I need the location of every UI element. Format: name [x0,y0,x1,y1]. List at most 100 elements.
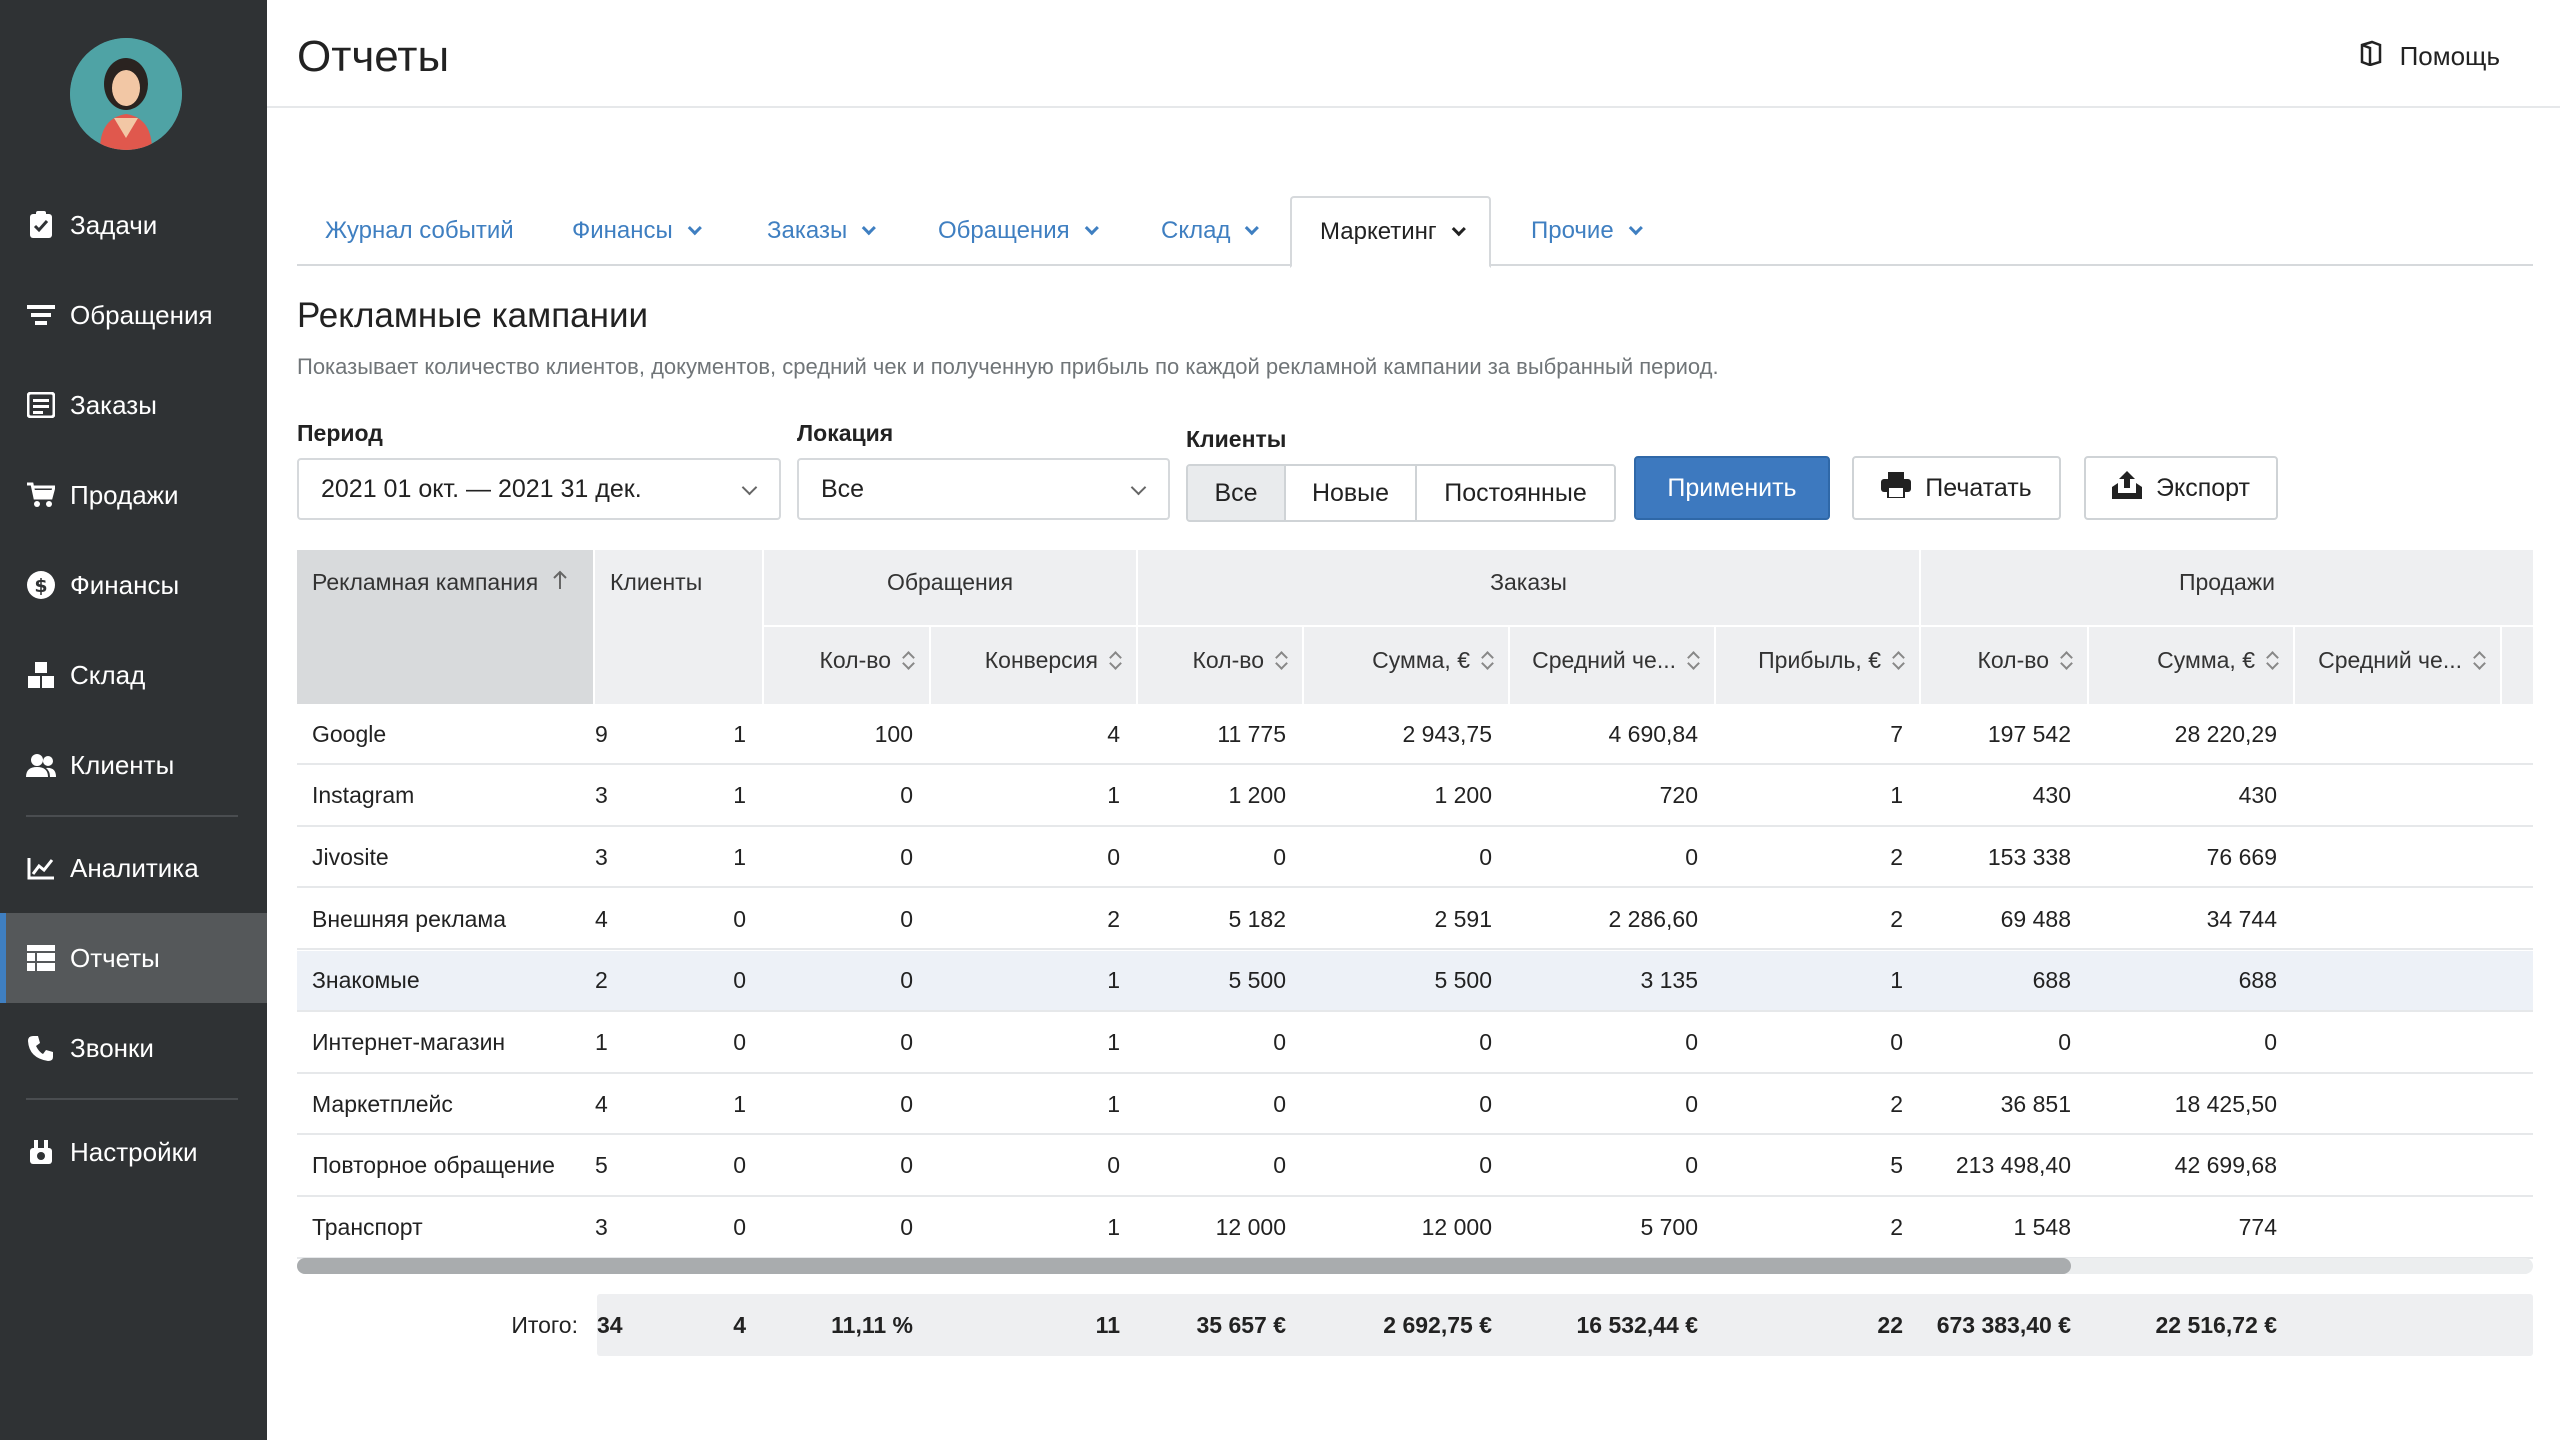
table-cell: 0 [1685,1152,1698,1179]
column-header-appeals-conversion[interactable]: Конверсия [931,640,1136,680]
table-row[interactable]: Внешняя реклама 4 0 0 2 5 182 2 591 2 286,60 2 69… [297,889,2533,951]
table-cell: 5 182 [1228,905,1286,932]
avatar[interactable] [70,38,182,150]
column-header-orders-profit[interactable]: Прибыль, € [1716,640,1919,680]
column-header-orders-avg[interactable]: Средний че... [1510,640,1714,680]
total-cell: 22 [1877,1311,1903,1338]
column-header-campaign[interactable]: Рекламная кампания [312,562,568,602]
table-cell: 4 690,84 [1608,720,1698,747]
sidebar-item-warehouse[interactable]: Склад [0,630,267,720]
tab-other[interactable]: Прочие [1531,196,1643,266]
sidebar-item-finance[interactable]: $ Финансы [0,540,267,630]
column-header-clients[interactable]: Клиенты [610,568,703,595]
table-cell: 4 [595,905,608,932]
table-cell: 1 [1890,782,1903,809]
sidebar-item-calls[interactable]: Звонки [0,1003,267,1093]
column-header-orders-count[interactable]: Кол-во [1138,640,1302,680]
table-cell: 0 [900,1029,913,1055]
column-header-sales-count[interactable]: Кол-во [1921,640,2087,680]
sidebar-item-reports[interactable]: Отчеты [0,913,267,1003]
table-cell: 1 [733,782,746,809]
campaign-name-cell: Jivosite [312,843,389,870]
tab-warehouse[interactable]: Склад [1161,196,1260,266]
export-button[interactable]: Экспорт [2084,456,2278,520]
help-label: Помощь [2399,41,2500,71]
sidebar-item-label: Звонки [70,1032,154,1063]
campaign-name-cell: Внешняя реклама [312,905,507,932]
clients-new-button[interactable]: Новые [1286,466,1417,520]
table-cell: 5 500 [1228,967,1286,994]
table-cell: 1 [1107,782,1120,809]
period-value: 2021 01 окт. — 2021 31 дек. [321,474,642,503]
settings-icon [26,1137,56,1167]
table-cell: 5 [595,1152,608,1179]
column-header-sales-sum[interactable]: Сумма, € [2089,640,2293,680]
sidebar-item-analytics[interactable]: Аналитика [0,823,267,913]
clients-all-button[interactable]: Все [1188,466,1286,520]
sidebar-item-label: Настройки [70,1136,198,1167]
campaign-name-cell: Транспорт [312,1214,423,1241]
table-cell: 76 669 [2206,843,2277,870]
clients-regular-button[interactable]: Постоянные [1417,466,1614,520]
table-row[interactable]: Маркетплейс 4 1 0 1 0 0 0 2 36 851 18 425,50 [297,1074,2533,1136]
table-cell: 1 [733,1090,746,1117]
table-cell: 0 [2058,1029,2071,1055]
sidebar-item-label: Обращения [70,299,213,330]
total-label: Итого: [511,1311,578,1338]
sidebar-item-settings[interactable]: Настройки [0,1107,267,1197]
table-cell: 0 [900,1152,913,1179]
table-row[interactable]: Google 9 1 100 4 11 775 2 943,75 4 690,84 7 197 5… [297,704,2533,765]
table-cell: 2 [1890,1214,1903,1241]
location-select[interactable]: Все [797,458,1170,520]
sidebar-item-label: Отчеты [70,942,160,973]
table-cell: 3 [595,843,608,870]
tab-orders[interactable]: Заказы [767,196,877,266]
campaign-name-cell: Повторное обращение [312,1152,555,1179]
table-row[interactable]: Транспорт 3 0 0 1 12 000 12 000 5 700 2 1 548 774 [297,1198,2533,1259]
total-cell: 34 [597,1311,623,1338]
total-cell: 22 516,72 € [2155,1311,2277,1338]
column-group-sales: Продажи [2178,568,2276,595]
table-row[interactable]: Повторное обращение 5 0 0 0 0 0 0 5 213 498,40 42 … [297,1136,2533,1197]
tab-event-log[interactable]: Журнал событий [325,196,514,266]
sidebar-item-sales[interactable]: Продажи [0,450,267,540]
total-cell: 673 383,40 € [1936,1311,2071,1338]
table-cell: 28 220,29 [2174,720,2277,747]
table-cell: 11 775 [1217,720,1286,747]
sidebar-item-appeals[interactable]: Обращения [0,270,267,360]
help-button[interactable]: Помощь [2358,40,2500,73]
tab-finance[interactable]: Финансы [572,196,702,266]
sidebar-item-label: Склад [70,659,146,690]
column-header-label: Рекламная кампания [312,568,539,595]
column-header-orders-sum[interactable]: Сумма, € [1304,640,1508,680]
table-cell: 2 [1890,1090,1903,1117]
table-row[interactable]: Jivosite 3 1 0 0 0 0 0 2 153 338 76 669 [297,827,2533,889]
horizontal-scrollbar-thumb[interactable] [297,1258,2071,1274]
table-cell: 2 943,75 [1402,720,1492,747]
tab-marketing[interactable]: Маркетинг [1290,196,1491,268]
table-row[interactable]: Instagram 3 1 0 1 1 200 1 200 720 1 430 430 [297,766,2533,827]
sorted-column-bg [297,550,593,704]
chevron-down-icon [1628,221,1643,236]
table-icon [26,943,56,973]
table-cell: 0 [900,1214,913,1241]
sort-icon [2474,651,2484,669]
sidebar-item-orders[interactable]: Заказы [0,360,267,450]
location-value: Все [821,474,865,503]
column-header-sales-avg[interactable]: Средний че... [2295,640,2500,680]
print-button[interactable]: Печатать [1852,456,2061,520]
tab-appeals[interactable]: Обращения [938,196,1099,266]
table-row[interactable]: Интернет-магазин 1 0 0 1 0 0 0 0 0 0 [297,1013,2533,1074]
apply-button[interactable]: Применить [1634,456,1830,520]
header-divider [2500,625,2502,704]
table-cell: 1 200 [1434,782,1492,809]
column-header-appeals-count[interactable]: Кол-во [764,640,929,680]
sort-icon [1893,651,1903,669]
tab-label: Обращения [938,217,1070,244]
phone-icon [26,1033,56,1063]
sidebar-item-tasks[interactable]: Задачи [0,180,267,270]
sidebar-item-clients[interactable]: Клиенты [0,720,267,810]
table-cell: 2 286,60 [1608,905,1698,932]
table-row[interactable]: Знакомые 2 0 0 1 5 500 5 500 3 135 1 688 688 [297,950,2533,1012]
period-select[interactable]: 2021 01 окт. — 2021 31 дек. [297,458,781,520]
